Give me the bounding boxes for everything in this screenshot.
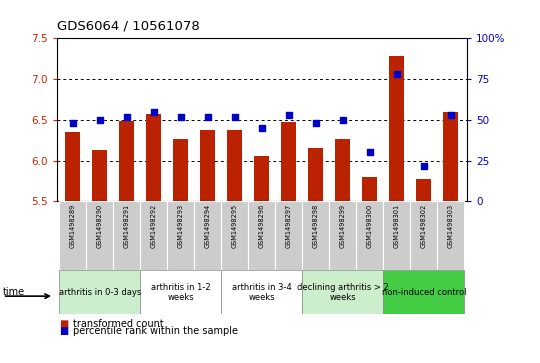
Text: GSM1498301: GSM1498301 <box>394 204 400 248</box>
Point <box>231 114 239 119</box>
Bar <box>65 132 80 201</box>
Point <box>258 125 266 131</box>
Text: time: time <box>3 287 25 297</box>
Bar <box>194 201 221 270</box>
Point <box>339 117 347 123</box>
Point <box>420 163 428 168</box>
Bar <box>410 201 437 270</box>
Point <box>150 109 158 115</box>
Text: GSM1498298: GSM1498298 <box>313 204 319 249</box>
Bar <box>59 201 86 270</box>
Bar <box>248 201 275 270</box>
Text: arthritis in 0-3 days: arthritis in 0-3 days <box>59 288 141 297</box>
Text: percentile rank within the sample: percentile rank within the sample <box>73 326 238 336</box>
Text: ■: ■ <box>59 326 69 336</box>
Bar <box>443 112 458 201</box>
Bar <box>119 121 134 201</box>
Bar <box>221 270 302 314</box>
Text: non-induced control: non-induced control <box>382 288 466 297</box>
Bar <box>92 150 107 201</box>
Text: arthritis in 3-4
weeks: arthritis in 3-4 weeks <box>232 282 292 302</box>
Point <box>393 71 401 77</box>
Text: GSM1498297: GSM1498297 <box>286 204 292 249</box>
Text: GSM1498293: GSM1498293 <box>178 204 184 248</box>
Point <box>96 117 104 123</box>
Bar <box>221 201 248 270</box>
Text: GDS6064 / 10561078: GDS6064 / 10561078 <box>57 20 199 33</box>
Point <box>285 112 293 118</box>
Text: GSM1498303: GSM1498303 <box>448 204 454 248</box>
Text: arthritis in 1-2
weeks: arthritis in 1-2 weeks <box>151 282 211 302</box>
Bar <box>383 270 464 314</box>
Bar <box>308 148 323 201</box>
Bar <box>362 177 377 201</box>
Bar <box>227 130 242 201</box>
Bar <box>281 122 296 201</box>
Text: GSM1498299: GSM1498299 <box>340 204 346 248</box>
Point <box>447 112 455 118</box>
Bar <box>146 114 161 201</box>
Bar <box>173 139 188 201</box>
Bar <box>113 201 140 270</box>
Point <box>204 114 212 119</box>
Text: GSM1498296: GSM1498296 <box>259 204 265 249</box>
Bar <box>356 201 383 270</box>
Bar <box>329 201 356 270</box>
Bar <box>59 270 140 314</box>
Bar <box>275 201 302 270</box>
Text: ■: ■ <box>59 319 69 329</box>
Bar <box>254 156 269 201</box>
Text: GSM1498300: GSM1498300 <box>367 204 373 249</box>
Text: declining arthritis > 2
weeks: declining arthritis > 2 weeks <box>297 282 389 302</box>
Bar <box>200 130 215 201</box>
Text: GSM1498294: GSM1498294 <box>205 204 211 249</box>
Point <box>123 114 131 119</box>
Text: GSM1498295: GSM1498295 <box>232 204 238 249</box>
Text: transformed count: transformed count <box>73 319 164 329</box>
Bar <box>86 201 113 270</box>
Bar <box>437 201 464 270</box>
Bar <box>167 201 194 270</box>
Point <box>177 114 185 119</box>
Text: GSM1498291: GSM1498291 <box>124 204 130 248</box>
Text: GSM1498290: GSM1498290 <box>97 204 103 249</box>
Text: GSM1498289: GSM1498289 <box>70 204 76 249</box>
Text: GSM1498292: GSM1498292 <box>151 204 157 249</box>
Point <box>312 120 320 126</box>
Bar <box>389 56 404 201</box>
Bar <box>140 201 167 270</box>
Bar <box>335 139 350 201</box>
Point <box>69 120 77 126</box>
Bar <box>416 179 431 201</box>
Bar <box>383 201 410 270</box>
Bar <box>302 201 329 270</box>
Text: GSM1498302: GSM1498302 <box>421 204 427 249</box>
Bar <box>140 270 221 314</box>
Bar <box>302 270 383 314</box>
Point <box>366 150 374 155</box>
